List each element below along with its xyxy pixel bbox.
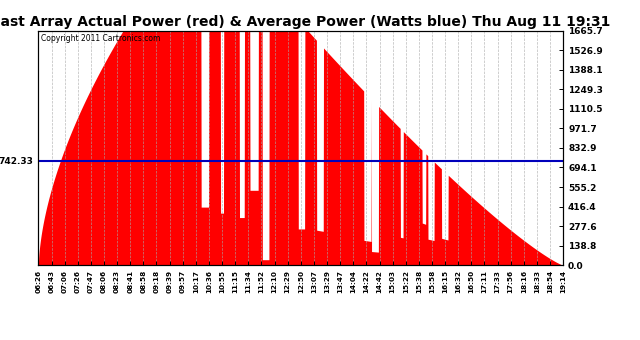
Title: East Array Actual Power (red) & Average Power (Watts blue) Thu Aug 11 19:31: East Array Actual Power (red) & Average … bbox=[0, 15, 611, 30]
Text: Copyright 2011 Cartronics.com: Copyright 2011 Cartronics.com bbox=[41, 34, 161, 43]
